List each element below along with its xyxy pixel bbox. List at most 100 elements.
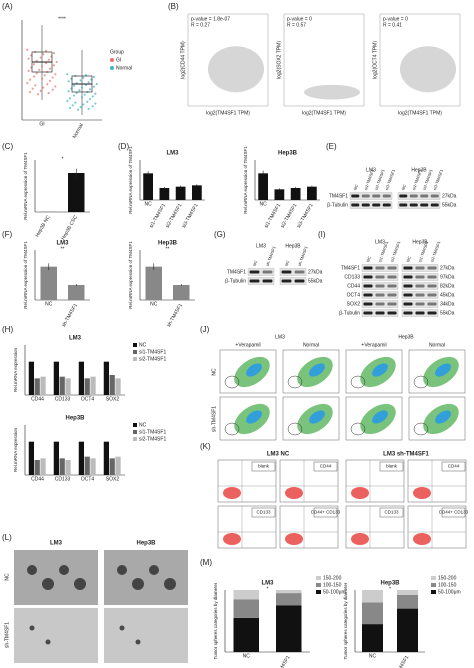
- panel-label: (J): [200, 325, 210, 334]
- bar: [84, 378, 90, 395]
- panel-label: (L): [2, 533, 12, 542]
- flow-gate: [287, 422, 303, 436]
- jitter-point: [80, 96, 84, 99]
- flow-core: [246, 410, 262, 424]
- jitter-point: [52, 64, 56, 67]
- flow-cloud: [285, 487, 303, 499]
- y-label: Rel.mRNA expression of TM4SF1: [23, 241, 28, 309]
- legend-swatch: [316, 576, 321, 580]
- y-label: Rel.mRNA expression: [13, 427, 18, 472]
- x-tick-label: CD133: [55, 396, 71, 402]
- band: [427, 266, 437, 270]
- jitter-point: [76, 108, 80, 111]
- jitter-point: [94, 102, 97, 105]
- y-label: Rel.mRNA expression: [13, 347, 18, 392]
- jitter-point: [79, 106, 82, 109]
- band: [427, 311, 437, 315]
- y-label: Rel.mRNA expression of TM4SF1: [243, 146, 248, 214]
- band: [403, 284, 413, 288]
- size-label: 55kDa: [442, 202, 457, 208]
- column-label: LM3: [50, 541, 63, 547]
- jitter-point: [32, 75, 36, 78]
- significance: *: [389, 586, 391, 592]
- panel-label: (K): [200, 442, 211, 451]
- jitter-point: [48, 67, 52, 70]
- band: [427, 275, 437, 279]
- gate-label: CD44: [448, 464, 460, 469]
- jitter-point: [78, 89, 81, 92]
- size-label: 55kDa: [308, 278, 323, 284]
- band: [363, 311, 373, 315]
- jitter-point: [36, 93, 40, 96]
- x-tick-label: NC: [150, 301, 158, 307]
- bar: [109, 375, 115, 395]
- band: [262, 279, 273, 283]
- micrograph: [14, 550, 98, 605]
- panel-label: (C): [2, 142, 13, 151]
- flow-core: [372, 363, 388, 377]
- lane-label: si3-TM4SF1: [432, 168, 444, 191]
- jitter-point: [86, 100, 89, 103]
- significance: *: [62, 156, 64, 162]
- condition-label: +Verapamil: [235, 342, 260, 348]
- band: [387, 293, 397, 297]
- bar-segment: [362, 602, 383, 625]
- jitter-point: [40, 65, 44, 68]
- size-label: 55kDa: [440, 310, 455, 316]
- jitter-point: [44, 49, 48, 52]
- lane-label: NC: [284, 259, 291, 266]
- bar: [159, 188, 170, 200]
- x-tick-label: sh-TM4SF1: [61, 302, 79, 328]
- x-tick-label: NC: [369, 653, 377, 659]
- bar: [59, 458, 65, 475]
- band: [363, 284, 373, 288]
- legend-label: si2-TM4SF1: [139, 436, 166, 442]
- legend-label: NC: [139, 422, 147, 428]
- group-label: Hep3B: [412, 239, 428, 245]
- band: [387, 311, 397, 315]
- panel-label: (D): [118, 142, 129, 151]
- lane-label: NC: [352, 183, 359, 190]
- lane-label: si2-TM4SF1: [429, 240, 441, 263]
- lane-label: si3-TM4SF1: [384, 168, 396, 191]
- band: [262, 270, 273, 274]
- band: [387, 266, 397, 270]
- stat-text: p-value = 0: [383, 16, 408, 22]
- legend-swatch: [133, 350, 137, 354]
- legend-label: 50-100μm: [438, 589, 461, 595]
- x-tick-label: OCT4: [81, 396, 95, 402]
- flow-core: [435, 410, 451, 424]
- row-label: NC: [211, 368, 217, 376]
- band: [375, 284, 385, 288]
- bar: [65, 378, 71, 395]
- legend-label: si1-TM4SF1: [139, 349, 166, 355]
- micrograph: [14, 608, 98, 663]
- band: [375, 293, 385, 297]
- row-label: sh-TM4SF1: [4, 622, 10, 648]
- legend-swatch: [133, 437, 137, 441]
- chart-title: Hep3B: [158, 241, 178, 247]
- band: [415, 293, 425, 297]
- panel-label: (G): [214, 230, 226, 239]
- band: [372, 194, 381, 198]
- group-label: Hep3B: [411, 167, 427, 173]
- x-tick-label: si3-TM4SF1: [296, 202, 315, 229]
- bar-segment: [276, 593, 302, 606]
- band: [420, 194, 429, 198]
- band: [372, 203, 381, 207]
- gate-box: [313, 461, 338, 472]
- size-label: 27kDa: [308, 269, 323, 275]
- gate-box: [251, 461, 276, 472]
- x-tick-label: si3-TM4SF1: [181, 202, 200, 229]
- gate-box: [441, 461, 466, 472]
- flow-cloud: [285, 533, 303, 545]
- bar: [53, 441, 59, 475]
- jitter-point: [47, 92, 50, 95]
- chart-title: LM3: [57, 241, 70, 247]
- jitter-point: [68, 106, 72, 110]
- jitter-point: [80, 86, 84, 89]
- bar: [40, 376, 46, 395]
- jitter-point: [32, 63, 36, 66]
- band: [427, 302, 437, 306]
- x-tick-label: GI: [39, 121, 44, 127]
